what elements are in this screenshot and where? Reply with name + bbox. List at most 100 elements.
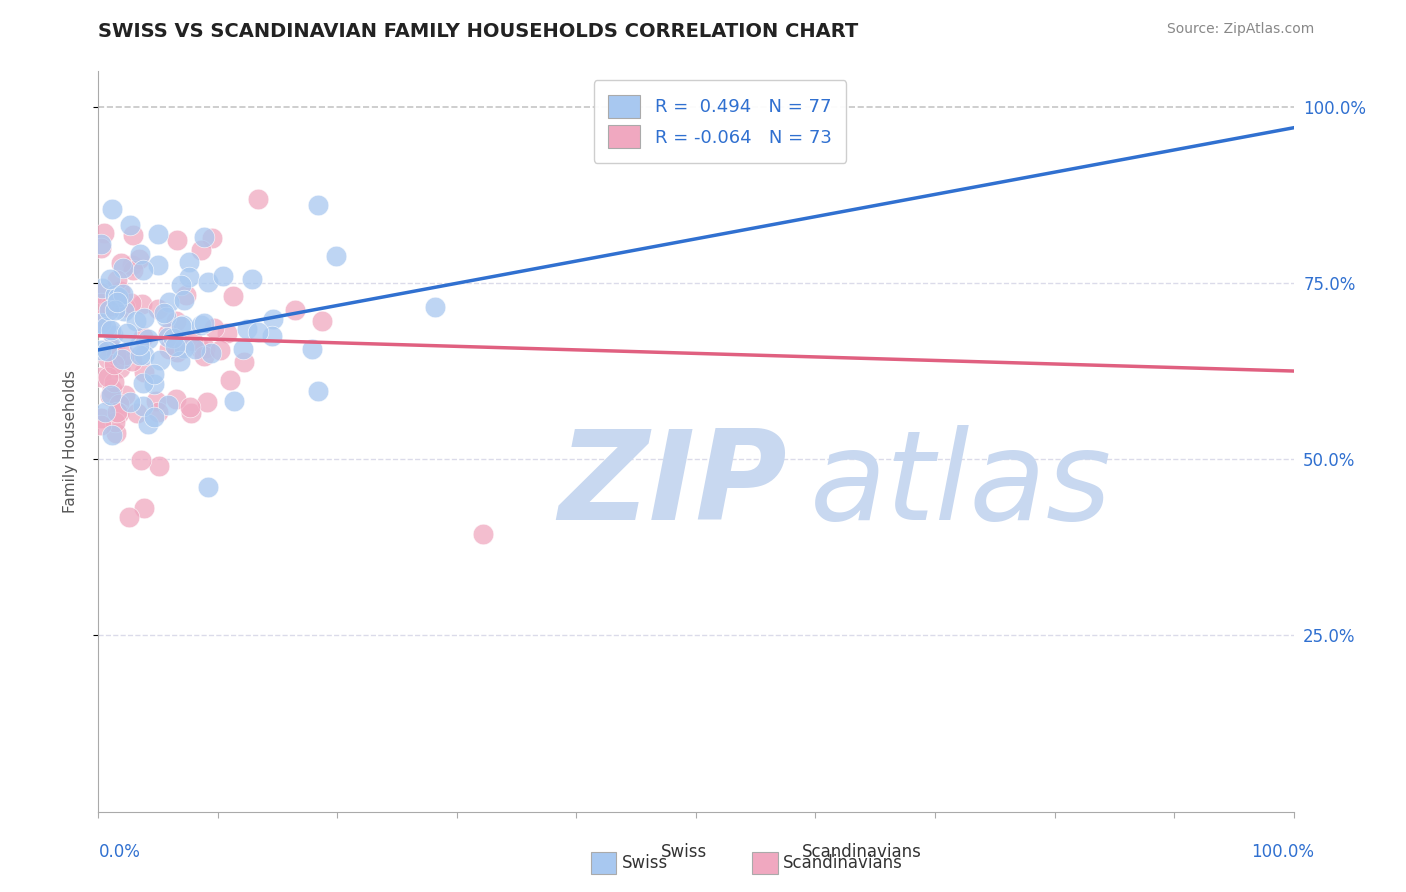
Point (142, 376, 165, 391)
Point (108, 397, 131, 411)
Point (172, 318, 194, 333)
Point (165, 392, 187, 407)
Point (108, 406, 131, 420)
Point (100, 323, 122, 337)
Point (118, 510, 141, 524)
Point (195, 394, 218, 409)
Point (179, 255, 201, 269)
Point (125, 406, 148, 420)
Point (173, 341, 195, 355)
Point (136, 332, 159, 346)
Point (98, 389, 121, 403)
Point (128, 252, 150, 266)
Point (146, 258, 169, 272)
Point (90, 241, 112, 255)
Point (423, 300, 446, 314)
Point (240, 272, 263, 286)
Point (142, 367, 165, 381)
Point (219, 373, 242, 387)
Point (284, 302, 307, 317)
Point (472, 526, 495, 541)
Text: Source: ZipAtlas.com: Source: ZipAtlas.com (1167, 22, 1315, 37)
Point (90, 369, 112, 384)
Point (146, 405, 169, 419)
Point (96, 344, 118, 359)
Point (235, 322, 257, 336)
Point (232, 342, 254, 356)
Point (90, 281, 112, 295)
Point (211, 269, 233, 284)
Point (157, 399, 180, 413)
Point (103, 415, 125, 429)
Point (105, 347, 128, 361)
Point (101, 202, 124, 216)
Point (180, 406, 202, 420)
Text: Scandinavians: Scandinavians (783, 854, 903, 871)
Point (90, 417, 112, 432)
Text: 100.0%: 100.0% (1251, 843, 1315, 861)
Text: Swiss: Swiss (661, 843, 707, 861)
Point (105, 405, 128, 419)
Point (325, 249, 347, 263)
Text: 0.0%: 0.0% (98, 843, 141, 861)
Point (107, 290, 129, 304)
Point (114, 300, 136, 314)
Point (202, 321, 225, 335)
Point (105, 272, 128, 286)
Point (100, 382, 122, 396)
Point (146, 227, 169, 241)
Point (131, 453, 153, 467)
Point (98, 340, 121, 354)
Point (188, 341, 211, 355)
Point (246, 325, 269, 339)
Point (149, 352, 172, 367)
Point (165, 314, 187, 328)
Point (170, 319, 193, 334)
Point (193, 316, 215, 330)
Point (132, 262, 155, 277)
Point (200, 346, 222, 360)
Point (103, 375, 125, 389)
Point (148, 459, 170, 474)
Point (131, 399, 153, 413)
Point (193, 230, 215, 244)
Point (94, 320, 117, 334)
Point (209, 343, 232, 357)
Point (132, 500, 155, 515)
Point (90, 286, 112, 301)
Point (132, 376, 155, 391)
Point (114, 388, 136, 402)
Point (166, 344, 188, 359)
Point (118, 218, 141, 232)
Text: Scandinavians: Scandinavians (801, 843, 921, 861)
Point (181, 334, 204, 348)
Point (90, 313, 112, 327)
Point (222, 288, 245, 302)
Point (301, 343, 323, 357)
Text: atlas: atlas (810, 425, 1112, 547)
Point (125, 313, 148, 327)
Point (155, 310, 177, 324)
Point (103, 358, 125, 372)
Point (222, 394, 245, 409)
Point (128, 247, 150, 261)
Point (122, 263, 145, 277)
Point (90, 296, 112, 310)
Point (183, 343, 205, 357)
Point (146, 302, 169, 317)
Point (157, 295, 180, 310)
Point (193, 349, 215, 363)
Point (121, 228, 143, 243)
Point (112, 260, 135, 275)
Point (145, 393, 167, 408)
Point (157, 330, 180, 344)
Point (93, 226, 115, 240)
Y-axis label: Family Households: Family Households (63, 370, 77, 513)
Point (90, 236, 112, 251)
Point (110, 360, 132, 375)
Point (104, 287, 127, 301)
Point (121, 258, 143, 272)
Point (190, 243, 212, 257)
Point (177, 269, 200, 284)
Point (157, 326, 180, 341)
